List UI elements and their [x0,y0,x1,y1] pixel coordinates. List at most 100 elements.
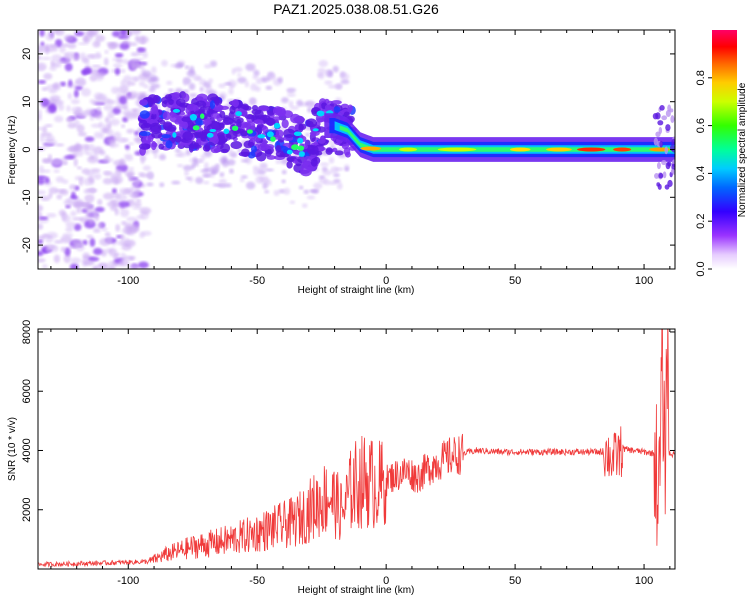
spectrogram-cell [324,80,333,85]
spectrogram-cell [108,265,116,269]
spectrogram-cell [114,52,124,58]
spectrogram-cell [150,106,159,115]
spectrogram-cell [149,74,157,81]
spectrogram-cell [328,156,335,164]
spectrogram-cell [139,110,150,119]
spectrogram-cell [76,207,82,214]
colorbar: 0.0 0.2 0.4 0.6 0.8 Normalized spectral ampl… [695,30,748,277]
spectrogram-cell [232,116,244,124]
spectrogram-cell [71,191,76,199]
spectrogram-cell [52,83,60,89]
spectrogram-cell [212,136,219,144]
spectrogram-cell [197,131,209,139]
spectrogram-cell [95,34,106,42]
spectrogram-cell [149,122,162,133]
spectrogram-cell [209,100,216,109]
spectrogram-cell [88,143,95,152]
spectrogram-cell [39,30,45,37]
spectrogram-cell [88,30,99,36]
spectrogram-cell [345,151,351,158]
spectrogram-cell [153,154,159,159]
spectrogram-cell [64,247,71,256]
spectrogram-cell [55,143,65,147]
figure-title: PAZ1.2025.038.08.51.G26 [273,1,439,17]
spectrogram-cell [74,31,85,37]
x-tick-label: -50 [249,275,265,287]
spectrogram-cell [253,119,264,125]
spectrogram-cell [45,31,54,41]
spectrogram-cell [240,159,249,163]
spectrogram-cell [107,122,112,130]
y-tick-label: 6000 [21,379,33,403]
spectrogram-cell [137,261,149,269]
spectrogram-cell [111,188,117,194]
spectrogram-cell [202,174,212,178]
spectrogram-cell [102,170,111,175]
spectrogram-cell [68,79,73,87]
spectrogram-cell [38,175,47,180]
spectrogram-cell [281,119,289,129]
spectrogram-cell [70,53,81,61]
spectrogram-cell [266,131,274,138]
spectrogram-cell [63,198,76,206]
spectrogram-cell [265,143,275,150]
spectrogram-cell [96,222,104,229]
spectrogram-cell [317,67,326,75]
spectrogram-cell [140,122,153,131]
colorbar-tick-label: 0.0 [695,261,707,276]
spectrogram-cell [100,227,108,232]
spectrogram-cell [117,35,130,40]
spectrogram-cell [265,85,273,90]
spectrogram-cell [184,65,190,70]
spectrogram-cell [138,80,146,87]
spectrogram-cell [334,83,343,90]
spectrogram-cell [312,128,319,132]
spectrogram-cell [158,153,167,161]
spectrogram-cell [189,65,195,74]
spectrogram-cell [231,125,239,131]
spectrogram-cell [84,170,96,177]
y-tick-label: -10 [21,189,33,205]
spectrogram-cell [41,235,54,239]
spectrogram-cell [306,166,313,172]
spectrogram-cell [40,195,51,201]
spectrogram-cell [63,161,68,165]
spectrogram-cell [96,104,102,114]
spectrogram-cell [287,157,295,162]
spectrogram-cell [661,160,667,166]
spectrogram-cell [76,124,85,133]
spectrogram-cell [73,223,82,231]
spectrogram-cell [115,223,121,232]
spectrogram-ylabel: Frequency (Hz) [7,116,18,185]
spectrogram-cell [102,157,114,163]
colorbar-tick-label: 0.2 [695,214,707,229]
spectrogram-cell [188,143,194,153]
spectrogram-cell [128,173,134,183]
spectrogram-cell [219,110,226,119]
spectrogram-cell [313,182,323,190]
spectrogram-cell [174,119,181,125]
spectrogram-cell [316,110,325,117]
spectrogram-cell [97,198,103,206]
spectrogram-cell [174,148,182,153]
spectrogram-cell [117,193,128,202]
spectrogram-cell [310,158,318,167]
spectrogram-cell [146,182,154,187]
spectrogram-cell [126,113,135,121]
spectrogram-cell [226,129,238,140]
spectrogram-cell [70,257,81,264]
spectrogram-cell [166,80,173,85]
y-tick-label: 4000 [21,438,33,462]
spectrogram-cell [227,158,236,166]
spectrogram-cell [53,115,64,123]
spectrogram-cell [88,175,95,184]
spectrogram-cell [301,203,308,208]
spectrogram-cell [53,240,63,244]
spectrogram-cell [659,140,663,148]
spectrogram-cell [83,189,90,194]
spectrogram-cell [78,177,83,187]
spectrogram-cell [178,122,186,128]
spectrogram-cell [38,216,49,220]
spectrogram-cell [121,124,126,128]
spectrogram-cell [131,30,141,35]
